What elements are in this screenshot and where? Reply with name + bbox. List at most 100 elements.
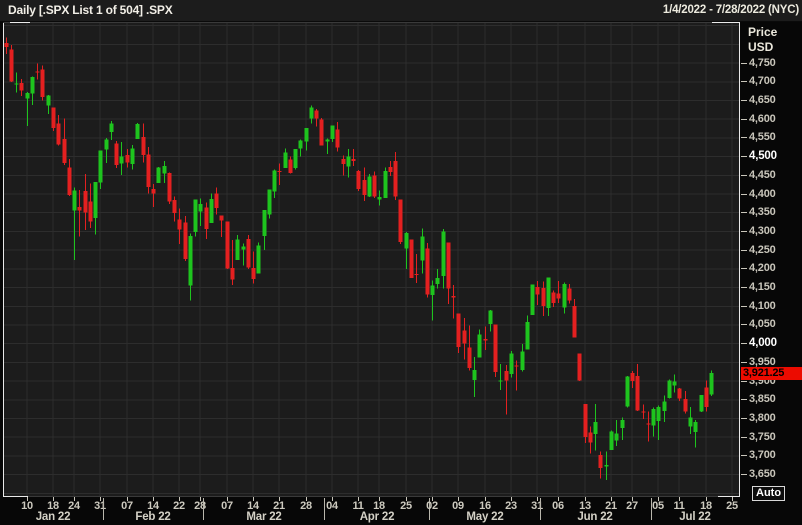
candle-body <box>198 203 203 212</box>
candle-body <box>598 455 603 469</box>
candle-body <box>441 231 446 276</box>
time-axis[interactable]: 10 18 24 31 Jan 22 07 14 22 28 Feb 22 07 14 21 28 Mar … <box>0 497 741 525</box>
candle-body <box>488 310 493 325</box>
price-tick <box>741 380 747 382</box>
price-tick <box>741 305 747 307</box>
auto-scale-button[interactable]: Auto <box>752 486 786 501</box>
candle-body <box>156 167 161 184</box>
candle-body <box>9 49 14 82</box>
candle-body <box>19 82 24 91</box>
price-tick <box>741 474 747 476</box>
candle-body <box>567 288 572 301</box>
date-tick-label: 02 <box>426 500 438 512</box>
price-tick <box>741 268 747 270</box>
candle-body <box>514 365 519 367</box>
date-tick <box>632 497 633 501</box>
date-tick-label: 21 <box>605 500 617 512</box>
candle-body <box>251 268 256 279</box>
month-separator <box>651 498 652 520</box>
date-tick-label: 07 <box>221 500 233 512</box>
candle-body <box>51 107 56 128</box>
candle-body <box>56 123 61 145</box>
candle-body <box>319 119 324 146</box>
candle-body <box>130 148 135 165</box>
chart-canvas[interactable] <box>3 22 740 497</box>
price-tick <box>741 212 747 214</box>
date-tick-label: 11 <box>673 500 685 512</box>
month-separator <box>540 498 541 520</box>
candle-body <box>114 143 119 166</box>
price-tick-label: 4,500 <box>749 150 777 163</box>
candle-body <box>83 191 88 213</box>
candle-body <box>420 236 425 261</box>
candle-body <box>346 156 351 167</box>
candle-body <box>177 219 182 230</box>
candlestick-plot[interactable] <box>3 22 740 497</box>
frame-segment <box>712 22 740 23</box>
candle-body <box>67 167 72 195</box>
date-tick-label: 07 <box>121 500 133 512</box>
price-tick <box>741 436 747 438</box>
price-axis[interactable]: Price USD 3,921.25 4,750 4,700 4,650 4,600 4… <box>741 22 802 503</box>
candle-body <box>304 128 309 142</box>
candle-body <box>151 189 156 194</box>
date-tick-label: 24 <box>68 500 80 512</box>
candle-body <box>183 222 188 260</box>
candle-body <box>40 69 45 98</box>
candle-body <box>46 95 51 106</box>
candle-body <box>193 199 198 233</box>
candle-body <box>35 71 40 73</box>
date-tick <box>706 497 707 501</box>
date-tick <box>379 497 380 501</box>
candle-body <box>162 165 167 174</box>
price-tick-label: 4,050 <box>749 318 776 331</box>
candle-body <box>325 139 330 142</box>
candle-body <box>104 139 109 150</box>
month-label: Apr 22 <box>359 511 395 523</box>
price-tick-label: 4,300 <box>749 224 776 237</box>
candle-body <box>77 206 82 211</box>
date-tick-label: 04 <box>326 500 338 512</box>
date-tick <box>227 497 228 501</box>
date-tick <box>679 497 680 501</box>
candle-body <box>362 180 367 196</box>
date-tick-label: 10 <box>21 500 33 512</box>
candle-body <box>125 154 130 163</box>
candle-body <box>541 287 546 306</box>
candle-body <box>572 305 577 338</box>
candle-body <box>335 129 340 148</box>
candle-body <box>614 433 619 441</box>
candle-body <box>641 411 646 413</box>
price-tick-label: 4,000 <box>749 337 777 350</box>
price-tick <box>741 455 747 457</box>
month-label: Feb 22 <box>135 511 171 523</box>
candle-body <box>651 409 656 426</box>
candle-body <box>277 170 282 172</box>
candle-body <box>504 370 509 381</box>
price-tick-label: 3,750 <box>749 430 776 443</box>
price-tick-label: 4,600 <box>749 112 776 125</box>
date-tick-label: 23 <box>505 500 517 512</box>
month-separator <box>103 498 104 520</box>
price-tick <box>741 399 747 401</box>
chart-title: Daily [.SPX List 1 of 504] .SPX <box>8 3 173 17</box>
candle-body <box>388 167 393 172</box>
candle-body <box>709 373 714 395</box>
date-tick <box>485 497 486 501</box>
month-label: Mar 22 <box>246 511 282 523</box>
chart-header: Daily [.SPX List 1 of 504] .SPX 1/4/2022… <box>0 0 802 22</box>
price-tick-label: 4,350 <box>749 206 776 219</box>
candle-body <box>241 246 246 250</box>
candle-body <box>662 401 667 411</box>
price-tick-label: 4,150 <box>749 281 776 294</box>
candle-body <box>625 376 630 407</box>
price-tick <box>741 81 747 83</box>
date-tick <box>253 497 254 501</box>
candle-body <box>188 235 193 286</box>
candle-body <box>262 209 267 236</box>
candle-body <box>209 198 214 224</box>
candle-body <box>409 239 414 279</box>
month-separator <box>203 498 204 520</box>
date-tick-label: 14 <box>147 500 159 512</box>
price-tick-label: 4,650 <box>749 94 776 107</box>
